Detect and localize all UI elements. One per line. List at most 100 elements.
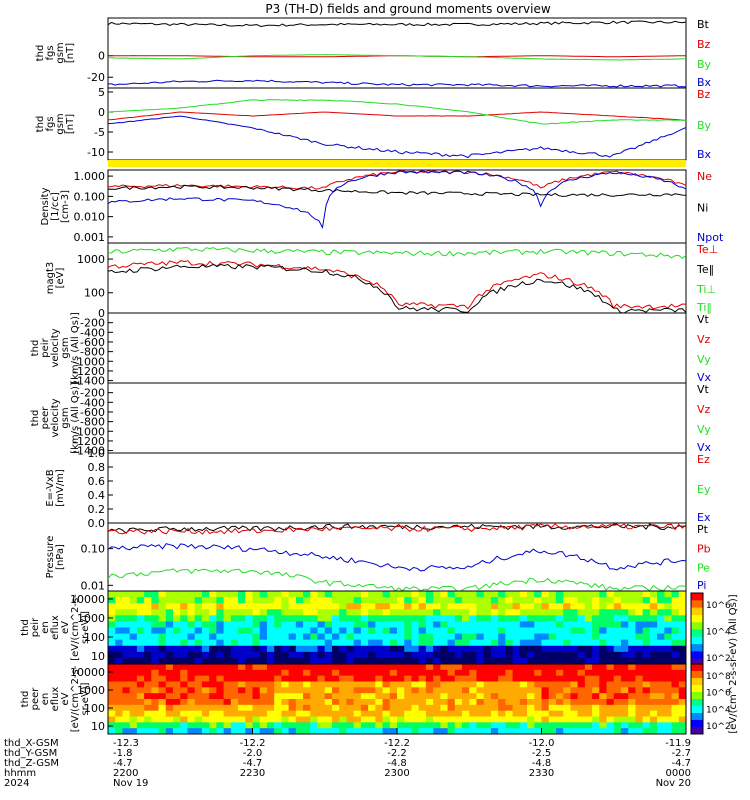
spectrogram-cell: [671, 597, 680, 604]
spectrogram-cell: [223, 675, 232, 682]
spectrogram-cell: [303, 728, 311, 735]
y-axis-label: magt3: [45, 262, 56, 295]
series-By: [107, 99, 687, 125]
spectrogram-cell: [295, 591, 304, 598]
spectrogram-cell: [375, 603, 384, 610]
spectrogram-cell: [469, 699, 477, 706]
spectrogram-cell: [310, 603, 319, 610]
spectrogram-cell: [519, 716, 528, 723]
spectrogram-cell: [122, 657, 131, 665]
spectrogram-cell: [584, 669, 593, 677]
spectrogram-cell: [201, 591, 210, 598]
spectrogram-cell: [136, 603, 145, 610]
spectrogram-cell: [397, 597, 405, 604]
spectrogram-cell: [382, 597, 391, 604]
spectrogram-cell: [411, 699, 420, 706]
spectrogram-cell: [490, 591, 499, 598]
spectrogram-cell: [483, 609, 492, 616]
spectrogram-cell: [418, 687, 427, 694]
spectrogram-cell: [317, 664, 326, 671]
spectrogram-cell: [418, 597, 427, 604]
spectrogram-cell: [454, 704, 463, 712]
spectrogram-cell: [657, 710, 665, 717]
spectrogram-cell: [187, 704, 196, 712]
spectrogram-cell: [353, 728, 362, 735]
spectrogram-cell: [375, 669, 384, 677]
spectrogram-cell: [519, 669, 528, 677]
spectrogram-cell: [620, 591, 629, 598]
spectrogram-cell: [440, 603, 449, 610]
spectrogram-cell: [108, 627, 116, 635]
spectrogram-cell: [418, 615, 427, 622]
spectrogram-cell: [519, 609, 528, 616]
spectrogram-cell: [476, 681, 485, 688]
spectrogram-cell: [201, 687, 210, 694]
spectrogram-cell: [303, 710, 311, 717]
colorbar-segment: [691, 597, 703, 601]
spectrogram-cell: [592, 609, 600, 616]
spectrogram-cell: [216, 597, 225, 604]
spectrogram-cell: [173, 645, 181, 653]
spectrogram-cell: [310, 633, 319, 641]
spectrogram-cell: [512, 699, 521, 706]
spectrogram-cell: [447, 651, 456, 659]
spectrogram-cell: [288, 651, 297, 659]
spectrogram-cell: [245, 627, 253, 635]
spectrogram-cell: [447, 603, 456, 610]
y-tick-label: -600: [80, 406, 105, 419]
spectrogram-cell: [447, 621, 456, 628]
spectrogram-cell: [584, 710, 593, 717]
spectrogram-cell: [223, 621, 232, 628]
spectrogram-cell: [368, 669, 376, 677]
spectrogram-cell: [454, 651, 463, 659]
spectrogram-cell: [288, 699, 297, 706]
spectrogram-cell: [122, 609, 131, 616]
spectrogram-cell: [454, 633, 463, 641]
spectrogram-cell: [440, 675, 449, 682]
spectrogram-cell: [671, 664, 680, 671]
spectrogram-cell: [613, 669, 622, 677]
spectrogram-cell: [397, 722, 405, 729]
spectrogram-cell: [201, 651, 210, 659]
spectrogram-cell: [368, 639, 376, 647]
spectrogram-cell: [404, 675, 412, 682]
spectrogram-cell: [418, 633, 427, 641]
spectrogram-cell: [303, 645, 311, 653]
spectrogram-cell: [498, 591, 506, 598]
spectrogram-cell: [490, 722, 499, 729]
spectrogram-cell: [592, 627, 600, 635]
spectrogram-cell: [678, 722, 687, 729]
spectrogram-cell: [252, 722, 261, 729]
colorbar-frame: [690, 663, 704, 735]
spectrogram-cell: [230, 687, 239, 694]
spectrogram-cell: [505, 699, 514, 706]
y-tick-label: 0: [98, 50, 105, 63]
spectrogram-cell: [274, 693, 282, 700]
spectrogram-cell: [180, 621, 188, 628]
spectrogram-cell: [353, 704, 362, 712]
spectrogram-cell: [382, 651, 391, 659]
spectrogram-cell: [635, 597, 644, 604]
spectrogram-cell: [620, 722, 629, 729]
legend-Pt: Pt: [697, 523, 709, 536]
colorbar-segment: [691, 687, 703, 691]
spectrogram-cell: [368, 633, 376, 641]
spectrogram-cell: [447, 639, 456, 647]
spectrogram-cell: [498, 657, 506, 665]
spectrogram-cell: [606, 633, 615, 641]
spectrogram-cell: [375, 651, 384, 659]
spectrogram-cell: [483, 627, 492, 635]
spectrogram-cell: [418, 591, 427, 598]
spectrogram-cell: [122, 645, 131, 653]
y-axis-label: Density: [40, 187, 51, 225]
spectrogram-cell: [599, 591, 608, 598]
spectrogram-cell: [252, 597, 261, 604]
spectrogram-cell: [642, 681, 651, 688]
spectrogram-cell: [404, 669, 412, 677]
spectrogram-cell: [317, 591, 326, 598]
spectrogram-cell: [613, 651, 622, 659]
spectrogram-cell: [339, 664, 347, 671]
spectrogram-cell: [382, 645, 391, 653]
spectrogram-cell: [599, 645, 608, 653]
spectrogram-cell: [584, 675, 593, 682]
